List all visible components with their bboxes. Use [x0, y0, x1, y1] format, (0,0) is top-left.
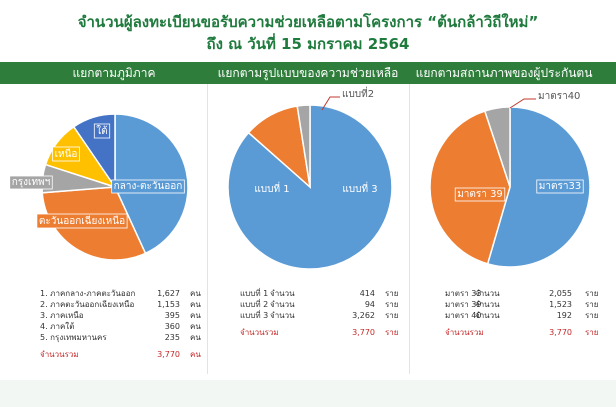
slice-label-box	[52, 146, 80, 162]
footer-band	[0, 380, 616, 407]
row-label: แบบที่ 1	[240, 289, 269, 298]
pie-slice	[483, 106, 511, 188]
slice-label: กรุงเทพฯ	[12, 177, 51, 188]
row-value: 235	[164, 333, 180, 342]
page-subtitle: ถึง ณ วันที่ 15 มกราคม 2564	[206, 35, 410, 53]
section-title-region: แยกตามภูมิภาค	[72, 66, 156, 80]
slice-label: แบบที่ 3	[342, 181, 377, 195]
row-label: มาตรา 40	[445, 311, 482, 320]
row-mid: จำนวน	[475, 311, 500, 320]
slice-label: แบบที่2	[342, 86, 374, 100]
table-total-row: จำนวนรวม 3,770 คน	[40, 349, 210, 360]
row-unit: ราย	[585, 328, 599, 337]
row-value: 360	[164, 322, 180, 331]
row-value: 395	[164, 311, 180, 320]
slice-label-box	[36, 213, 128, 229]
row-label: มาตรา 39	[445, 300, 482, 309]
pie-slice	[429, 110, 511, 265]
pie-slice	[227, 104, 393, 270]
row-mid: จำนวน	[475, 289, 500, 298]
table-row: 2. ภาคตะวันออกเฉียงเหนือ 1,153 คน	[40, 299, 210, 310]
row-label: แบบที่ 2	[240, 300, 269, 309]
row-value: 3,770	[549, 328, 572, 337]
slice-label: มาตรา33	[539, 181, 581, 192]
table-row: แบบที่ 1 จำนวน 414 ราย	[240, 288, 410, 299]
row-label: 3. ภาคเหนือ	[40, 311, 84, 320]
row-mid: จำนวน	[270, 289, 295, 298]
row-mid: จำนวน	[270, 300, 295, 309]
row-label: 1. ภาคกลาง-ภาคตะวันออก	[40, 289, 136, 298]
slice-label: มาตรา40	[538, 91, 580, 102]
table-row: 4. ภาคใต้ 360 คน	[40, 321, 210, 332]
row-value: 94	[364, 300, 375, 309]
slice-label: มาตรา 39	[457, 189, 503, 200]
table-row: แบบที่ 2 จำนวน 94 ราย	[240, 299, 410, 310]
leader-line	[321, 96, 340, 111]
row-value: 3,770	[157, 350, 180, 359]
slice-label: แบบที่ 1	[254, 181, 289, 195]
row-unit: คน	[190, 289, 201, 298]
row-unit: คน	[190, 311, 201, 320]
row-unit: คน	[190, 333, 201, 342]
pie-slice	[296, 104, 311, 188]
row-label: มาตรา 33	[445, 289, 482, 298]
table-row: มาตรา 40 จำนวน 192 ราย	[445, 310, 615, 321]
row-unit: ราย	[585, 289, 599, 298]
row-unit: ราย	[585, 300, 599, 309]
table-row: 5. กรุงเทพมหานคร 235 คน	[40, 332, 210, 343]
row-label: แบบที่ 3	[240, 311, 269, 320]
row-unit: ราย	[385, 289, 399, 298]
section-title-assistance: แยกตามรูปแบบของความช่วยเหลือ	[217, 66, 399, 80]
slice-label-box	[454, 187, 506, 202]
row-unit: ราย	[385, 311, 399, 320]
row-label: 2. ภาคตะวันออกเฉียงเหนือ	[40, 300, 135, 309]
page-title: จำนวนผู้ลงทะเบียนขอรับความช่วยเหลือตามโค…	[77, 13, 539, 31]
row-value: 1,153	[157, 300, 180, 309]
row-unit: คน	[190, 350, 201, 359]
row-mid: จำนวน	[270, 311, 295, 320]
row-value: 3,770	[352, 328, 375, 337]
table-row: แบบที่ 3 จำนวน 3,262 ราย	[240, 310, 410, 321]
row-value: 3,262	[352, 311, 375, 320]
table-row: 1. ภาคกลาง-ภาคตะวันออก 1,627 คน	[40, 288, 210, 299]
slice-label-box	[111, 179, 185, 194]
table-row: มาตรา 39 จำนวน 1,523 ราย	[445, 299, 615, 310]
table-row: 3. ภาคเหนือ 395 คน	[40, 310, 210, 321]
section-title-insured-status: แยกตามสถานภาพของผู้ประกันตน	[415, 66, 593, 80]
row-unit: คน	[190, 300, 201, 309]
section-header-band	[0, 62, 616, 84]
row-label: จำนวนรวม	[240, 328, 279, 337]
table-total-row: จำนวนรวม 3,770 ราย	[445, 327, 615, 338]
slice-label: ใต้	[96, 125, 107, 137]
slice-label: กลาง-ตะวันออก	[114, 181, 183, 192]
row-value: 2,055	[549, 289, 572, 298]
row-label: 5. กรุงเทพมหานคร	[40, 333, 107, 342]
slice-label-box	[93, 123, 111, 139]
slice-label: เหนือ	[55, 148, 78, 160]
row-unit: คน	[190, 322, 201, 331]
row-value: 192	[556, 311, 572, 320]
table-row: มาตรา 33 จำนวน 2,055 ราย	[445, 288, 615, 299]
row-unit: ราย	[385, 328, 399, 337]
row-mid: จำนวน	[475, 300, 500, 309]
row-value: 414	[359, 289, 375, 298]
column-divider	[207, 84, 208, 374]
slice-label-box	[9, 175, 53, 190]
row-label: 4. ภาคใต้	[40, 322, 75, 331]
row-value: 1,523	[549, 300, 572, 309]
row-unit: ราย	[585, 311, 599, 320]
row-label: จำนวนรวม	[445, 328, 484, 337]
row-value: 1,627	[157, 289, 180, 298]
leader-line	[509, 98, 536, 109]
table-total-row: จำนวนรวม 3,770 ราย	[240, 327, 410, 338]
column-divider	[409, 84, 410, 374]
slice-label: ตะวันออกเฉียงเหนือ	[39, 215, 125, 227]
row-label: จำนวนรวม	[40, 350, 79, 359]
slice-label-box	[536, 179, 584, 194]
row-unit: ราย	[385, 300, 399, 309]
